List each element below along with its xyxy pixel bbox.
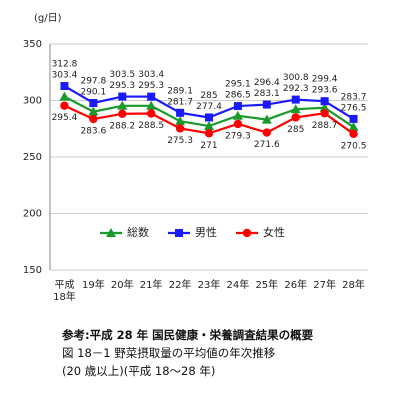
data-label: 283.1 [254,89,280,99]
data-label: 295.1 [225,80,251,90]
data-point [233,119,243,129]
data-label: 283.7 [341,92,367,102]
data-point [261,114,272,124]
data-point [349,114,358,123]
y-tick-label: 300 [23,96,42,107]
data-label: 303.5 [109,70,135,80]
caption: (20 歳以上)(平成 18～28 年) [62,364,216,378]
data-label: 271.6 [254,140,280,150]
data-label: 283.6 [80,127,106,137]
data-label: 293.6 [312,86,338,96]
data-point [89,98,98,107]
x-tick-label: 19年 [81,280,105,291]
data-point [262,100,271,109]
data-label: 285 [287,125,304,135]
legend-label: 総数 [127,225,149,239]
data-label: 277.4 [196,102,222,112]
data-label: 289.1 [167,86,193,96]
data-label: 288.5 [138,121,164,131]
data-point [118,92,127,101]
data-label: 299.4 [312,75,338,85]
x-tick-label: 21年 [139,280,163,291]
data-point [147,92,156,101]
data-point [320,109,329,118]
data-point [204,121,214,131]
y-tick-label: 200 [23,209,42,220]
data-point [349,129,358,139]
x-tick-label: 24年 [226,280,250,291]
data-point [89,114,98,124]
data-label: 292.3 [283,84,309,94]
data-point [59,91,70,101]
data-label: 288.7 [312,121,338,131]
x-tick-label: 27年 [313,280,336,291]
data-label: 275.3 [167,136,193,146]
data-point [60,101,69,110]
y-tick-label: 250 [23,152,42,163]
unit-label: (g/日) [34,13,62,24]
legend-label: 女性 [263,225,285,239]
data-label: 290.1 [80,87,106,97]
data-point [146,100,157,110]
x-tick-label: 28年 [342,280,365,291]
data-point [204,129,214,138]
y-tick-label: 350 [23,39,42,50]
data-label: 281.7 [167,97,193,107]
caption: 参考:平成 28 年 国民健康・栄養調査結果の概要 [62,328,314,342]
data-point [118,109,127,119]
legend-marker [106,228,116,237]
x-tick-label: 26年 [284,280,308,291]
data-point [175,124,185,133]
data-label: 285 [200,91,217,101]
data-point [262,128,272,137]
data-point [291,95,300,104]
data-point [88,106,99,116]
data-label: 297.8 [80,76,106,86]
legend-marker [175,229,183,237]
x-tick-label: 22年 [168,280,192,291]
x-tick-label: 25年 [255,280,279,291]
data-label: 288.2 [109,121,135,131]
data-label: 303.4 [52,71,78,81]
data-label: 300.8 [283,73,309,83]
data-label: 312.8 [52,60,78,70]
data-point [290,104,301,114]
x-tick-label: 20年 [110,280,134,291]
data-label: 296.4 [254,78,280,88]
data-label: 279.3 [225,131,251,141]
data-point [175,116,186,126]
data-label: 286.5 [225,91,251,101]
data-label: 295.3 [109,81,135,91]
data-point [291,113,300,122]
data-point [319,102,330,112]
data-point [117,100,128,110]
data-point [320,97,329,106]
data-point [146,109,156,118]
legend-label: 男性 [195,225,217,239]
data-point [348,122,359,132]
data-label: 295.3 [138,81,164,91]
data-label: 276.5 [341,103,367,113]
data-label: 303.4 [138,70,164,80]
data-point [233,102,242,111]
x-tick-label: 23年 [197,280,221,291]
data-label: 295.4 [52,113,78,123]
data-label: 271 [200,141,217,151]
legend-marker [242,228,252,238]
data-point [176,108,185,117]
x-tick-label: 平成 18年 [53,280,76,303]
data-point [60,82,69,91]
data-point [232,110,243,120]
data-point [205,113,213,122]
y-tick-label: 150 [23,265,42,276]
caption: 図 18－1 野菜摂取量の平均値の年次推移 [62,346,276,360]
data-label: 270.5 [341,141,367,151]
